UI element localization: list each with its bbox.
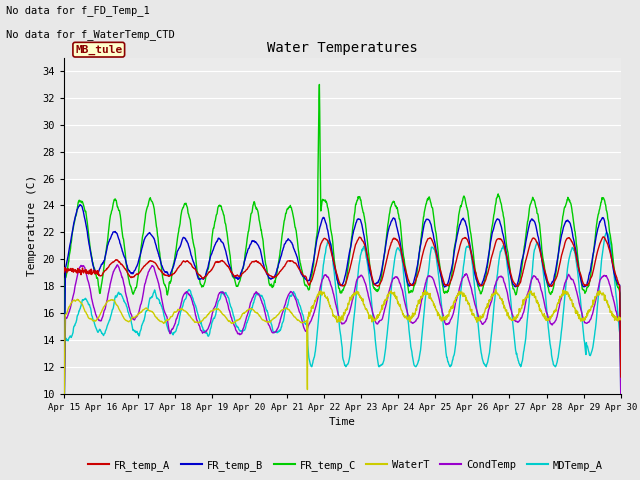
Y-axis label: Temperature (C): Temperature (C) [27, 175, 37, 276]
Legend: FR_temp_A, FR_temp_B, FR_temp_C, WaterT, CondTemp, MDTemp_A: FR_temp_A, FR_temp_B, FR_temp_C, WaterT,… [84, 456, 607, 475]
Text: No data for f_FD_Temp_1: No data for f_FD_Temp_1 [6, 5, 150, 16]
Text: No data for f_WaterTemp_CTD: No data for f_WaterTemp_CTD [6, 29, 175, 40]
X-axis label: Time: Time [329, 417, 356, 427]
Text: MB_tule: MB_tule [75, 45, 122, 55]
Title: Water Temperatures: Water Temperatures [267, 41, 418, 55]
